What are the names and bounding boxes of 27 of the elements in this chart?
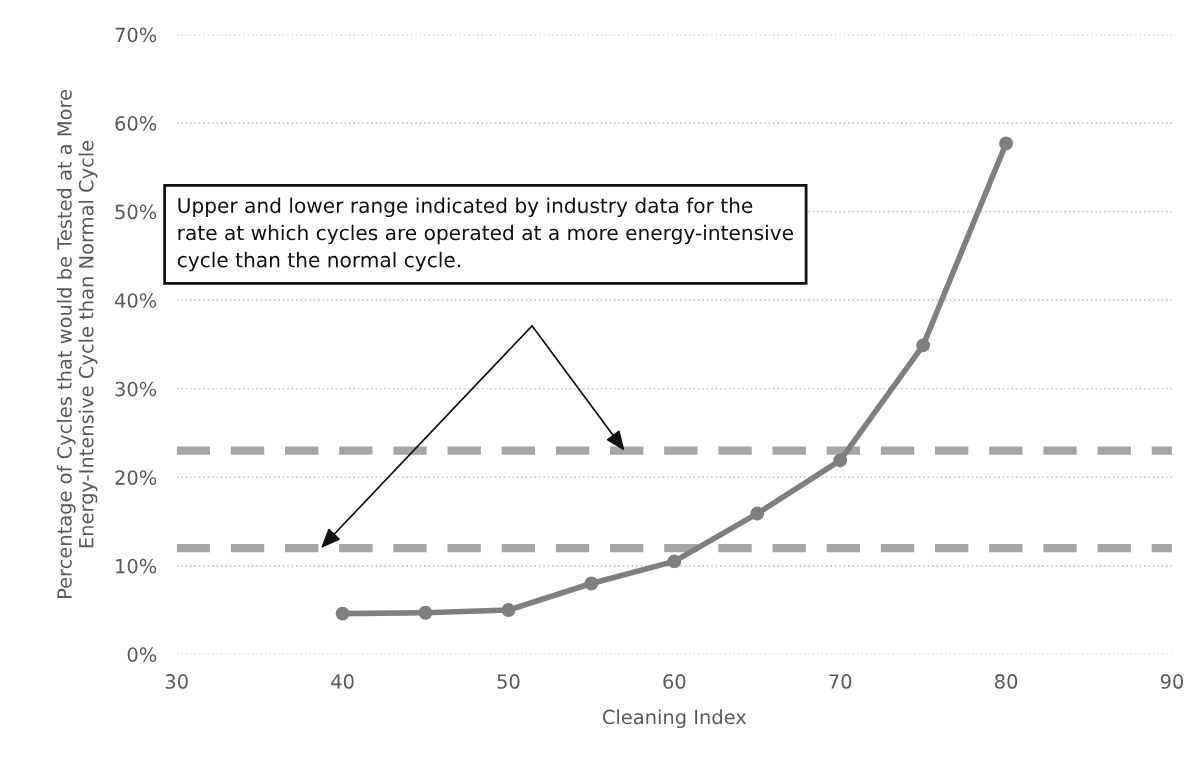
- x-tick-label: 70: [829, 674, 852, 689]
- point: [501, 603, 516, 618]
- x-tick-label: 40: [331, 674, 354, 689]
- point: [750, 506, 765, 521]
- point: [916, 338, 931, 353]
- y-axis-title: Percentage of Cycles that would be Tested at a More Energy-Intensive Cycle than Normal Cycle: [56, 90, 98, 598]
- y-tick-label: 0%: [127, 647, 157, 662]
- x-tick-label: 90: [1160, 674, 1184, 689]
- x-tick-label: 30: [165, 674, 188, 689]
- x-tick-label: 60: [663, 674, 686, 689]
- y-tick-label: 70%: [115, 27, 157, 43]
- y-tick-label: 40%: [114, 293, 157, 308]
- x-axis-title: Cleaning Index: [602, 709, 747, 729]
- y-tick-label: 20%: [115, 470, 157, 485]
- x-tick-label: 50: [497, 674, 520, 689]
- annotation: Upper and lower range indicated by industry data for the rate at which cycles are operated at a more energy-intensive cycle than the normal cycle.: [177, 197, 793, 272]
- point: [584, 576, 599, 591]
- x-tick-label: 80: [995, 674, 1018, 689]
- point: [418, 605, 433, 620]
- y-tick-label: 30%: [115, 381, 157, 397]
- y-tick-label: 50%: [115, 204, 157, 220]
- point: [999, 136, 1014, 151]
- y-tick-label: 60%: [115, 116, 157, 131]
- y-tick-label: 10%: [116, 558, 157, 574]
- point: [667, 554, 682, 569]
- point: [335, 606, 350, 621]
- point: [833, 453, 848, 468]
